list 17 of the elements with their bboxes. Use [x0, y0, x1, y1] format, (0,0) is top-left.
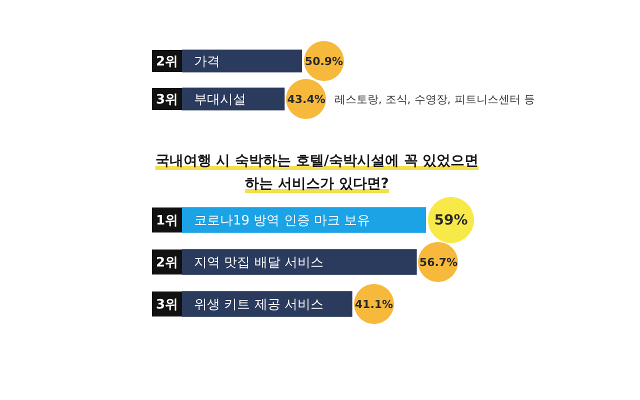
data-label: 43.4%: [287, 92, 326, 106]
annotation: 2위: [156, 54, 178, 70]
annotation: 1위: [156, 213, 178, 228]
y-tick-label: 코로나19 방역 인증 마크 보유: [194, 213, 370, 228]
data-label: 41.1%: [354, 298, 394, 311]
y-tick-label: 부대시설: [194, 92, 246, 108]
y-tick-label: 가격: [194, 54, 220, 70]
chart-title: 국내여행 시 숙박하는 호텔/숙박시설에 꼭 있었으면 하는 서비스가 있다면?: [155, 153, 479, 192]
y-tick-label: 지역 맛집 배달 서비스: [194, 255, 324, 270]
y-tick-label: 위생 키트 제공 서비스: [194, 297, 324, 312]
data-label: 56.7%: [419, 256, 458, 269]
annotation: 2위: [156, 255, 178, 270]
annotation: 3위: [156, 297, 178, 312]
data-label: 59%: [434, 212, 468, 229]
data-label: 50.9%: [304, 54, 344, 68]
annotation: 3위: [156, 92, 178, 108]
text: 레스토랑, 조식, 수영장, 피트니스센터 등: [334, 92, 535, 106]
